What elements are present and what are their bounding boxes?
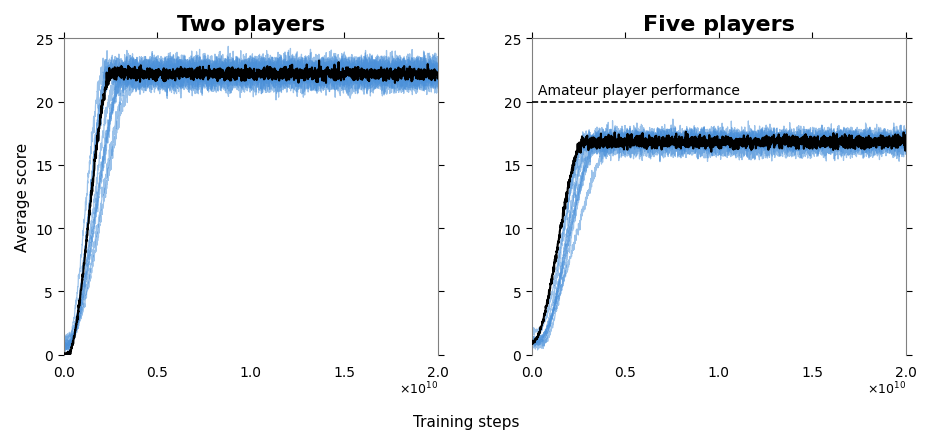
- Y-axis label: Average score: Average score: [15, 142, 30, 252]
- Title: Five players: Five players: [643, 15, 795, 35]
- Text: Training steps: Training steps: [413, 414, 519, 429]
- Text: $\times 10^{10}$: $\times 10^{10}$: [399, 380, 438, 396]
- Text: $\times 10^{10}$: $\times 10^{10}$: [867, 380, 906, 396]
- Title: Two players: Two players: [177, 15, 325, 35]
- Text: Amateur player performance: Amateur player performance: [538, 84, 740, 98]
